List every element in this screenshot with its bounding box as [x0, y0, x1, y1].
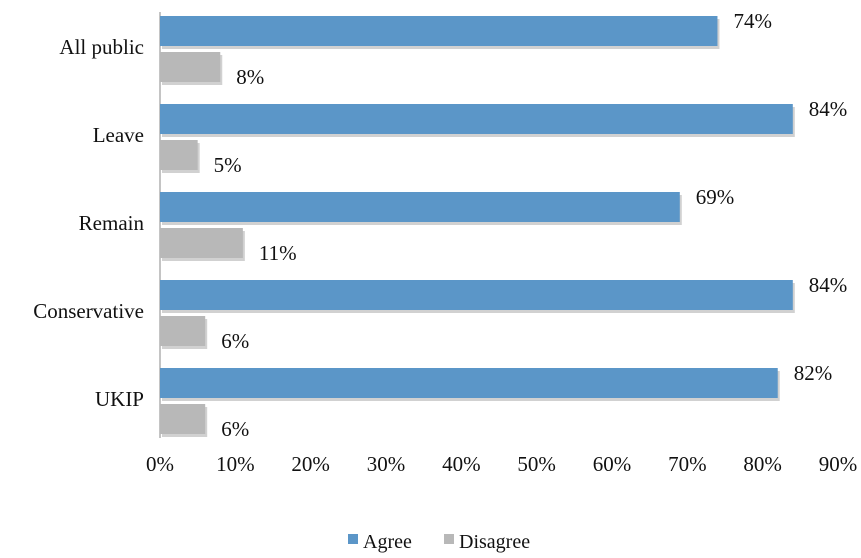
- legend-swatch-agree: [348, 534, 358, 544]
- legend: Agree Disagree: [348, 531, 530, 553]
- disagree-bar: [160, 228, 243, 258]
- x-tick-label: 20%: [291, 452, 330, 476]
- disagree-value-label: 6%: [221, 417, 249, 441]
- x-tick-label: 60%: [593, 452, 632, 476]
- category-labels: All public Leave Remain Conservative UKIP: [33, 35, 144, 411]
- x-tick-label: 70%: [668, 452, 707, 476]
- x-axis-tick-labels: 0% 10% 20% 30% 40% 50% 60% 70% 80% 90%: [146, 452, 857, 476]
- disagree-value-label: 5%: [214, 153, 242, 177]
- disagree-value-label: 8%: [236, 65, 264, 89]
- disagree-bar: [160, 140, 198, 170]
- legend-label-disagree: Disagree: [459, 531, 530, 553]
- agree-bar: [160, 16, 718, 46]
- agree-bar: [160, 104, 793, 134]
- x-tick-label: 40%: [442, 452, 481, 476]
- x-tick-label: 80%: [743, 452, 782, 476]
- category-label: Leave: [93, 123, 144, 147]
- category-label: UKIP: [95, 387, 144, 411]
- agree-bar: [160, 280, 793, 310]
- agree-bar: [160, 192, 680, 222]
- agree-value-label: 84%: [809, 273, 848, 297]
- category-label: All public: [59, 35, 144, 59]
- agree-value-label: 84%: [809, 97, 848, 121]
- x-tick-label: 10%: [216, 452, 255, 476]
- agree-value-label: 69%: [696, 185, 735, 209]
- x-tick-label: 30%: [367, 452, 406, 476]
- x-tick-label: 0%: [146, 452, 174, 476]
- legend-swatch-disagree: [444, 534, 454, 544]
- x-tick-label: 50%: [517, 452, 556, 476]
- agree-value-label: 74%: [733, 9, 772, 33]
- category-label: Remain: [79, 211, 145, 235]
- agree-value-label: 82%: [794, 361, 833, 385]
- disagree-bar: [160, 316, 206, 346]
- agree-bar: [160, 368, 778, 398]
- disagree-bar: [160, 52, 221, 82]
- disagree-value-label: 6%: [221, 329, 249, 353]
- disagree-bar: [160, 404, 206, 434]
- data-labels: 74% 8% 84% 5% 69% 11% 84% 6% 82% 6%: [214, 9, 848, 441]
- bars: [160, 16, 795, 437]
- x-tick-label: 90%: [819, 452, 858, 476]
- legend-label-agree: Agree: [363, 531, 412, 553]
- category-label: Conservative: [33, 299, 144, 323]
- disagree-value-label: 11%: [259, 241, 297, 265]
